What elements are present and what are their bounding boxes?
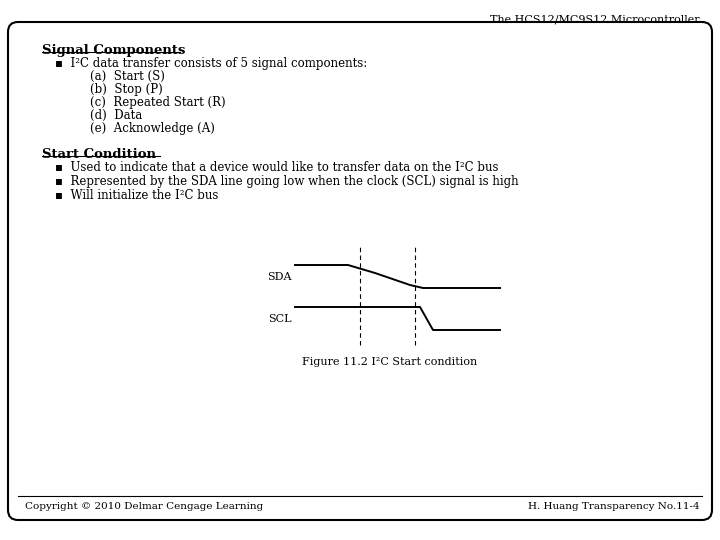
Text: Figure 11.2 I²C Start condition: Figure 11.2 I²C Start condition: [302, 357, 477, 367]
Text: (e)  Acknowledge (A): (e) Acknowledge (A): [90, 122, 215, 135]
FancyBboxPatch shape: [8, 22, 712, 520]
Text: ▪  Used to indicate that a device would like to transfer data on the I²C bus: ▪ Used to indicate that a device would l…: [55, 161, 498, 174]
Text: (a)  Start (S): (a) Start (S): [90, 70, 165, 83]
Text: The HCS12/MC9S12 Microcontroller: The HCS12/MC9S12 Microcontroller: [490, 14, 700, 24]
Text: ▪  Represented by the SDA line going low when the clock (SCL) signal is high: ▪ Represented by the SDA line going low …: [55, 175, 518, 188]
Text: Signal Components: Signal Components: [42, 44, 185, 57]
Text: (b)  Stop (P): (b) Stop (P): [90, 83, 163, 96]
Text: H. Huang Transparency No.11-4: H. Huang Transparency No.11-4: [528, 502, 700, 511]
Text: (d)  Data: (d) Data: [90, 109, 143, 122]
Text: ▪  I²C data transfer consists of 5 signal components:: ▪ I²C data transfer consists of 5 signal…: [55, 57, 367, 70]
Text: (c)  Repeated Start (R): (c) Repeated Start (R): [90, 96, 225, 109]
Text: Start Condition: Start Condition: [42, 148, 156, 161]
Text: SCL: SCL: [269, 314, 292, 323]
Text: Copyright © 2010 Delmar Cengage Learning: Copyright © 2010 Delmar Cengage Learning: [25, 502, 264, 511]
Text: ▪  Will initialize the I²C bus: ▪ Will initialize the I²C bus: [55, 189, 218, 202]
Text: SDA: SDA: [268, 272, 292, 281]
